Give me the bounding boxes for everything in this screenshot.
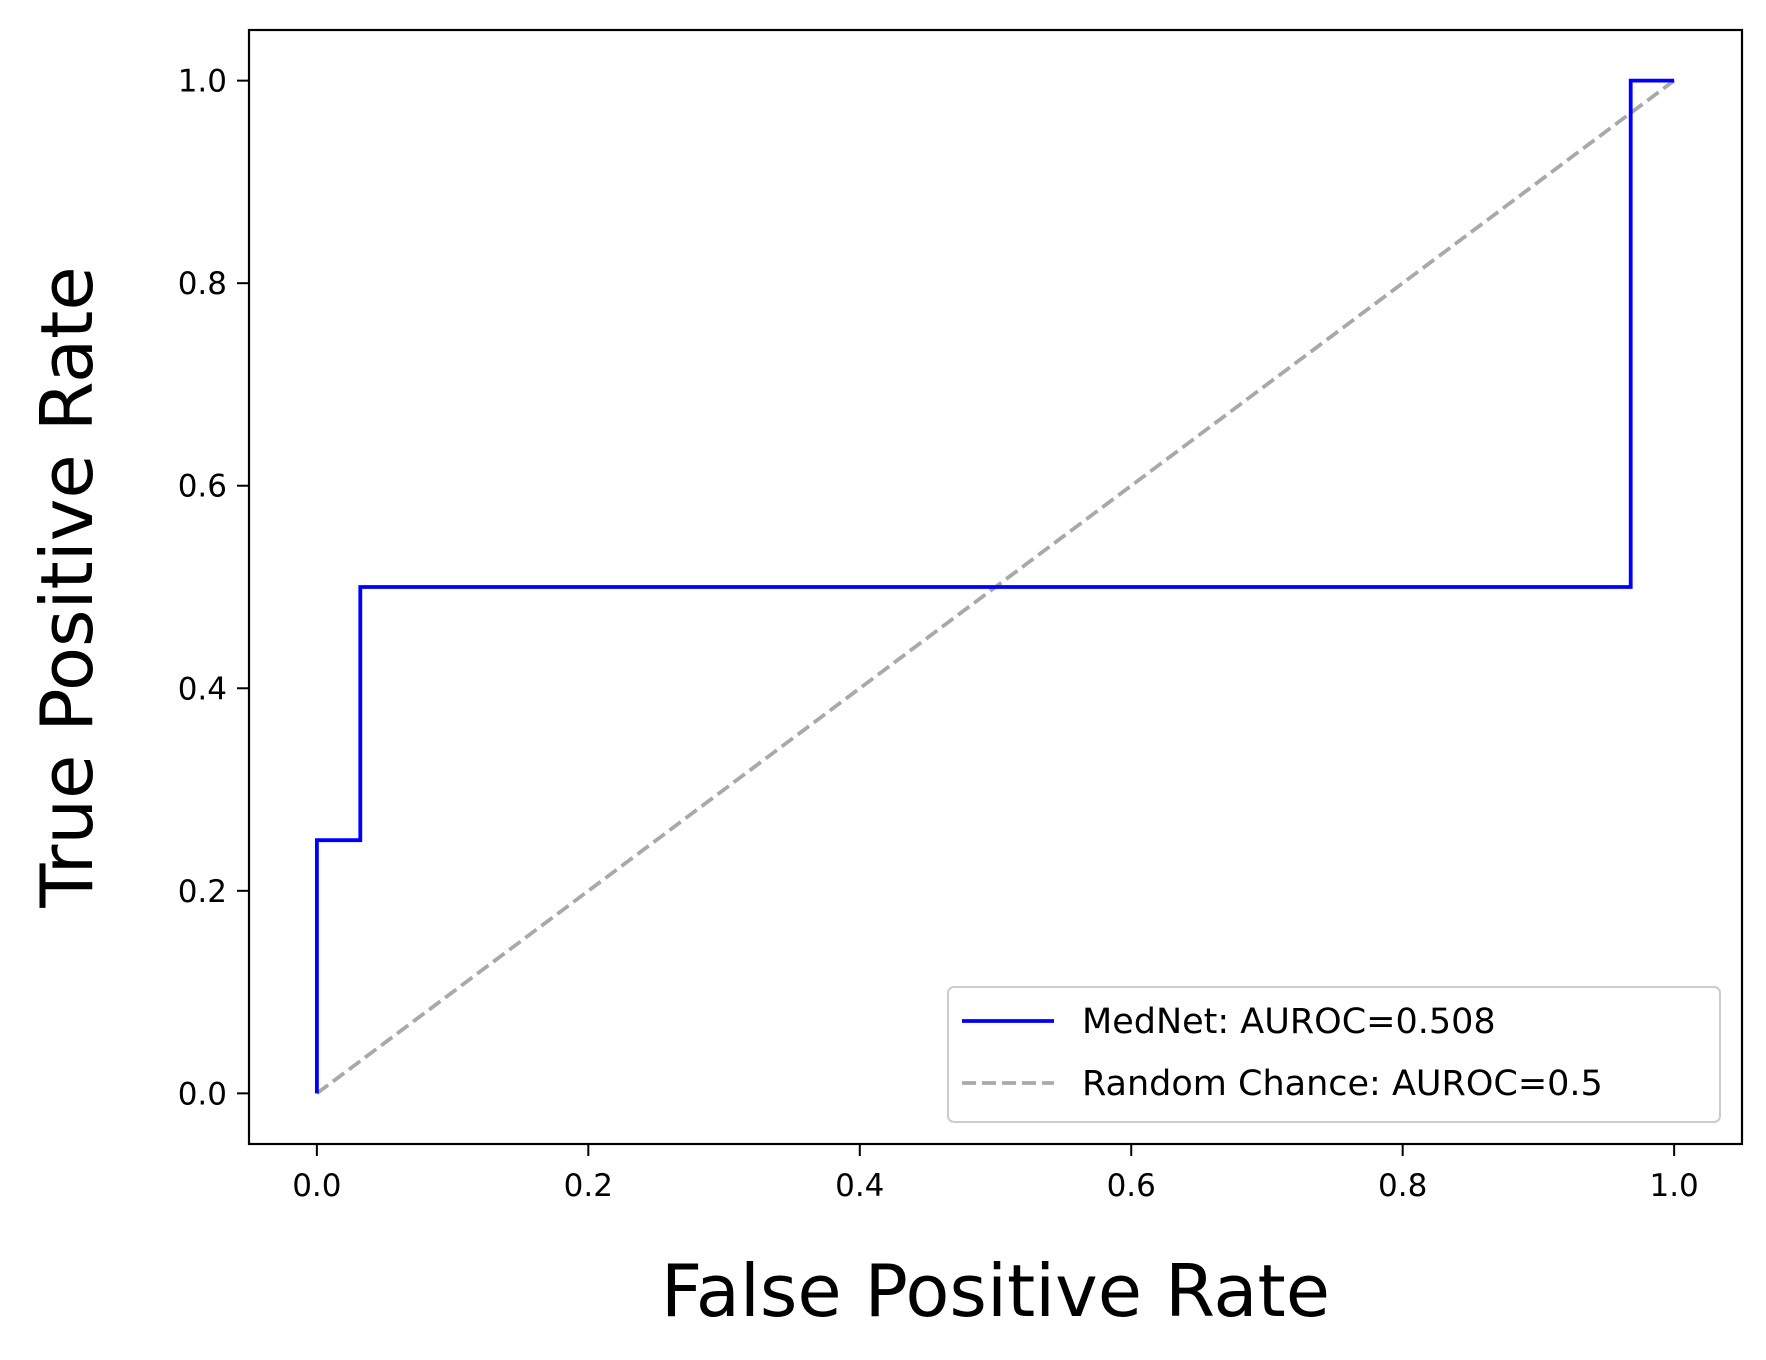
y-tick-label: 0.6: [178, 469, 227, 505]
legend: MedNet: AUROC=0.508 Random Chance: AUROC=…: [947, 986, 1721, 1123]
x-tick-label: 0.8: [1378, 1168, 1427, 1204]
x-tick-label: 0.2: [564, 1168, 613, 1204]
x-tick-label: 1.0: [1649, 1168, 1698, 1204]
legend-box: [947, 986, 1721, 1123]
plot-frame: [247, 28, 1744, 1146]
x-tick-label: 0.0: [292, 1168, 341, 1204]
legend-label-1: Random Chance: AUROC=0.5: [1082, 1064, 1603, 1104]
y-tick-label: 0.8: [178, 266, 227, 302]
y-tick-label: 1.0: [178, 64, 227, 100]
x-tick-label: 0.6: [1107, 1168, 1156, 1204]
y-tick-label: 0.0: [178, 1076, 227, 1112]
y-tick-label: 0.2: [178, 874, 227, 910]
y-axis-title: True Positive Rate: [25, 266, 109, 908]
y-axis: 0.0 0.2 0.4 0.6 0.8 1.0: [178, 64, 249, 1112]
legend-label-0: MedNet: AUROC=0.508: [1082, 1002, 1496, 1042]
x-tick-label: 0.4: [835, 1168, 884, 1204]
series-line-0: [314, 78, 1675, 1094]
x-axis: 0.0 0.2 0.4 0.6 0.8 1.0: [292, 1144, 1699, 1204]
y-tick-label: 0.4: [178, 671, 227, 707]
plot-lines: [314, 78, 1676, 1095]
x-axis-title: False Positive Rate: [661, 1249, 1330, 1333]
